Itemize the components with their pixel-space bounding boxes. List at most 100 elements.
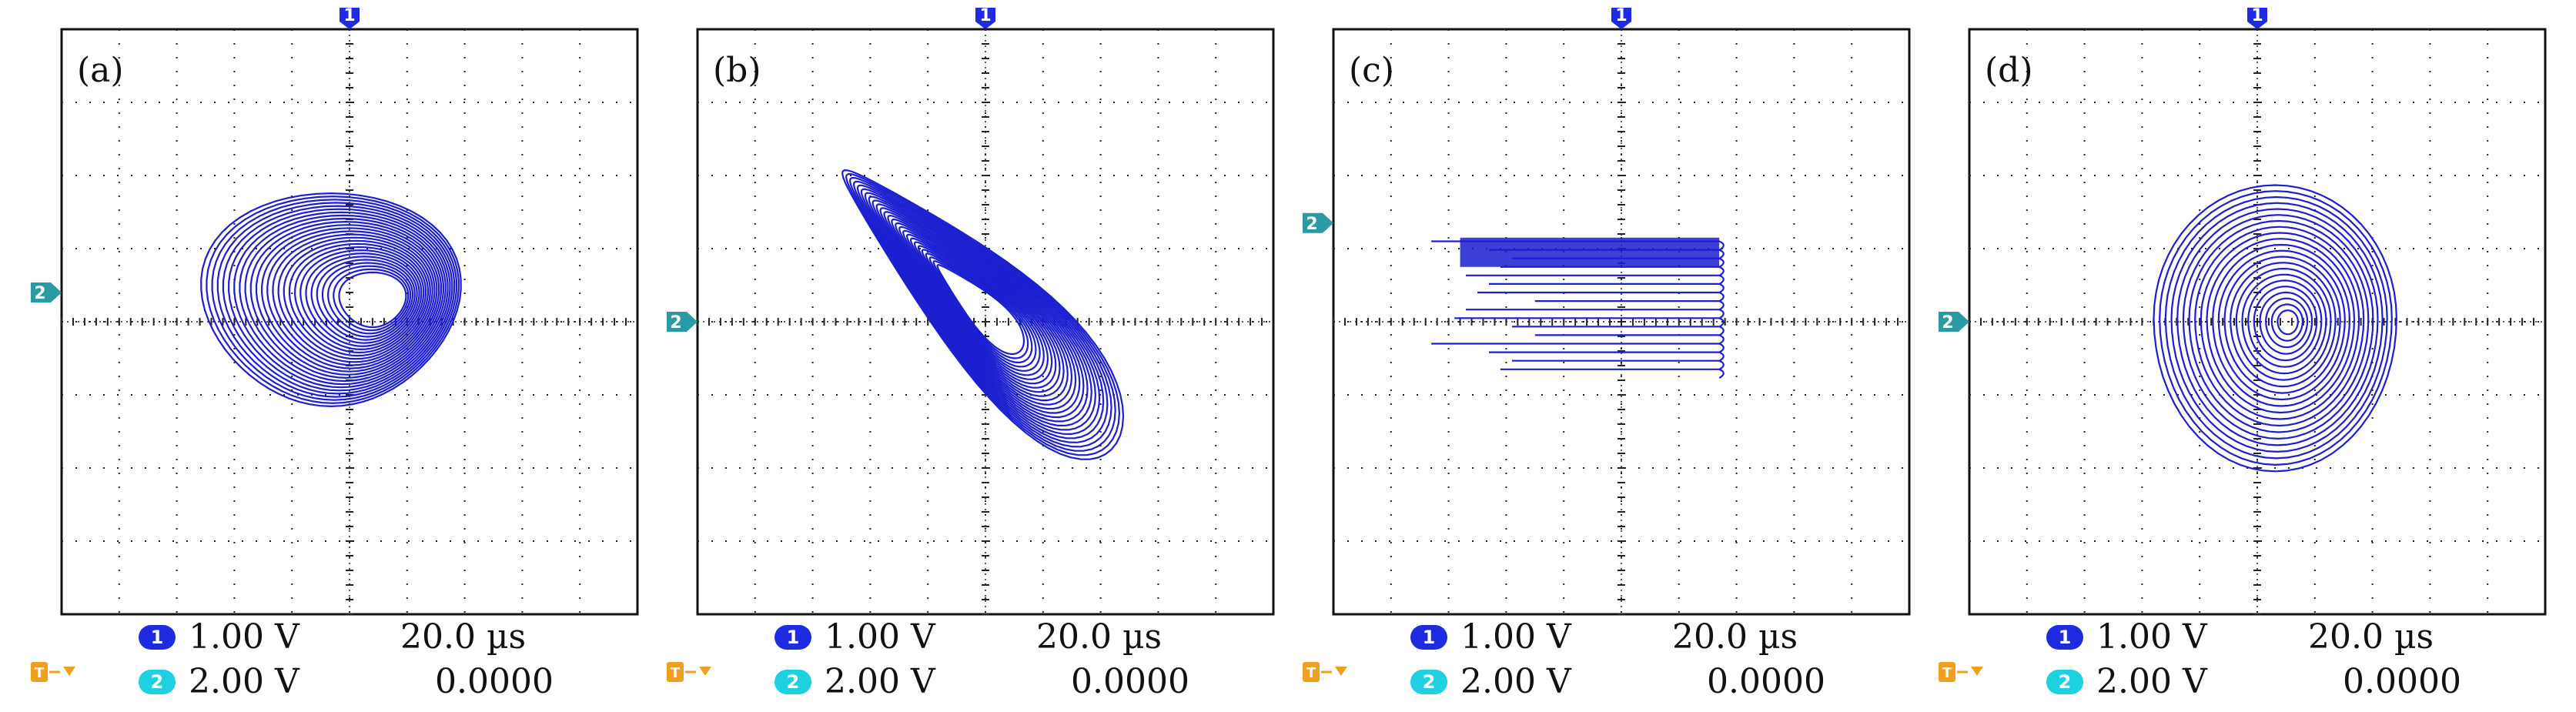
ch2-scale: 2.00 V (2096, 662, 2207, 701)
ch2-marker: 2 (1939, 312, 1969, 333)
trace-line (1489, 249, 1725, 259)
scope-panel-c: (c) 1 2 1 1.00 V 20.0 µs 2 2.00 V T 0.0000 (1303, 0, 1926, 712)
panel-label: (b) (713, 51, 761, 90)
trace-line (1431, 343, 1725, 353)
trace-loop (868, 196, 1096, 431)
axis-ticks (61, 43, 627, 615)
trace-loop (848, 176, 1116, 452)
trace-loop (239, 214, 447, 386)
ch1-badge: 1 (139, 625, 176, 650)
trace-loop (879, 207, 1085, 419)
trace-loop (921, 249, 1041, 372)
trace-dense-band (1460, 237, 1720, 267)
trace-loop (2253, 286, 2318, 362)
scope-screen-c: (c) 1 2 (1303, 6, 1911, 616)
trace-loop (856, 184, 1109, 443)
attractor-trace (841, 169, 1125, 460)
trace-loop (327, 265, 412, 335)
timebase: 20.0 µs (2308, 617, 2434, 657)
ch2-marker-shape (1939, 312, 1969, 332)
ch1-marker-shape (1611, 8, 1631, 29)
trace-loop (200, 192, 462, 407)
trace-loop (2188, 219, 2370, 433)
trace-loop (277, 236, 431, 363)
trace-line (1454, 317, 1725, 328)
trace-loop (272, 233, 433, 366)
trace-loop (2247, 279, 2323, 368)
trigger-down-arrow (1335, 667, 1347, 676)
ch2-marker-label: 2 (34, 284, 45, 303)
ch2-marker: 2 (31, 282, 62, 303)
ch2-marker: 2 (667, 312, 698, 333)
trace-loop (2265, 297, 2309, 349)
trace-loop (928, 256, 1033, 363)
trace-loop (2153, 184, 2397, 473)
readout-c: 1 1.00 V 20.0 µs 2 2.00 V T 0.0000 (1303, 616, 1926, 712)
scope-panel-b: (b) 1 2 1 1.00 V 20.0 µs 2 2.00 V T 0.0000 (667, 0, 1290, 712)
trigger-arrow-icon: T (31, 662, 75, 682)
trigger-box (1303, 662, 1320, 682)
trigger-letter: T (35, 665, 45, 681)
trace-loop (321, 262, 413, 338)
trace-loop (299, 249, 423, 350)
trace-loop (206, 196, 460, 404)
trace-line (1534, 334, 1725, 345)
trace-loop (2270, 303, 2303, 342)
scope-panel-d: (d) 1 2 1 1.00 V 20.0 µs 2 2.00 V T 0.0000 (1939, 0, 2562, 712)
trace-loop (898, 226, 1065, 397)
axis-ticks (1333, 43, 1899, 615)
trigger-position: 0.0000 (2343, 662, 2461, 701)
ch1-badge: 1 (774, 625, 811, 650)
scope-screen-b: (b) 1 2 (667, 6, 1275, 616)
scope-screen-a: (a) 1 2 (31, 6, 639, 616)
trace-loop (891, 219, 1073, 406)
ch2-marker-shape (1303, 212, 1333, 233)
trace-loop (887, 215, 1077, 410)
trace-loop (249, 221, 443, 379)
ch1-marker-label: 1 (343, 6, 355, 25)
trace-loop (2176, 208, 2379, 446)
trace-loop (294, 246, 425, 354)
trace-loop (244, 217, 444, 383)
trace-loop (902, 229, 1061, 393)
ch2-scale: 2.00 V (825, 662, 935, 701)
trigger-arrow-icon: T (667, 662, 711, 682)
trace-loop (909, 237, 1053, 385)
trace-loop (906, 233, 1057, 389)
trace-line (1431, 240, 1725, 251)
trigger-position: 0.0000 (1071, 662, 1189, 701)
trace-line (1511, 359, 1725, 371)
trace-loop (261, 227, 438, 373)
trace-line (1500, 368, 1725, 379)
trace-loop (2235, 267, 2332, 381)
axis-ticks (1969, 43, 2535, 615)
ch1-marker: 1 (975, 6, 995, 29)
trace-line (1500, 266, 1725, 277)
trace-loop (2200, 232, 2360, 420)
ch1-marker-label: 1 (2251, 6, 2263, 25)
trace-loop (860, 188, 1105, 440)
trigger-letter: T (1306, 665, 1316, 681)
trigger-box (1939, 662, 1955, 682)
panel-label: (a) (77, 51, 124, 90)
timebase: 20.0 µs (1036, 617, 1163, 657)
trigger-down-arrow (699, 667, 711, 676)
attractor-trace (2153, 184, 2397, 473)
timebase: 20.0 µs (1672, 617, 1798, 657)
trace-loop (845, 172, 1120, 456)
trace-line (1489, 282, 1725, 294)
ch1-marker-label: 1 (979, 6, 991, 25)
trace-loop (216, 202, 456, 398)
trace-loop (871, 199, 1092, 426)
trace-loop (936, 264, 1025, 355)
trace-loop (305, 252, 420, 347)
trace-loop (255, 224, 440, 376)
trace-loop (2217, 249, 2346, 401)
readout-a: 1 1.00 V 20.0 µs 2 2.00 V T 0.0000 (31, 616, 654, 712)
readout-d: 1 1.00 V 20.0 µs 2 2.00 V T 0.0000 (1939, 616, 2562, 712)
trace-loop (2182, 214, 2374, 440)
ch2-badge: 2 (1410, 670, 1447, 694)
ch2-marker-shape (31, 282, 62, 303)
trace-loop (338, 271, 407, 329)
ch2-marker-label: 2 (1942, 313, 1953, 333)
